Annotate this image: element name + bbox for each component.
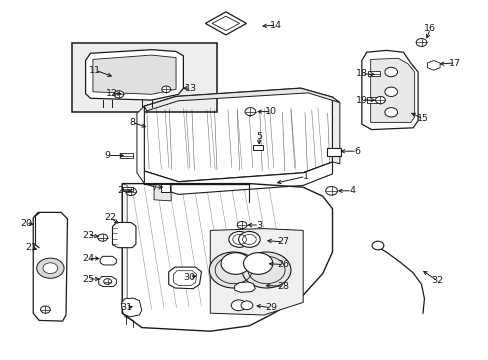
Bar <box>161 184 170 192</box>
Circle shape <box>375 96 385 104</box>
Text: 25: 25 <box>82 274 94 284</box>
Circle shape <box>242 252 290 288</box>
Text: 23: 23 <box>82 231 94 240</box>
Text: 13: 13 <box>184 84 196 93</box>
Circle shape <box>238 231 260 247</box>
Text: 8: 8 <box>129 118 135 127</box>
Polygon shape <box>85 50 183 100</box>
Text: 21: 21 <box>25 243 37 252</box>
Circle shape <box>43 263 58 274</box>
Polygon shape <box>210 229 303 315</box>
Polygon shape <box>234 282 255 292</box>
Text: 20: 20 <box>20 219 32 228</box>
Circle shape <box>243 253 272 274</box>
Polygon shape <box>332 97 339 164</box>
Text: 28: 28 <box>277 282 289 291</box>
Polygon shape <box>121 298 142 317</box>
Text: 22: 22 <box>104 213 116 222</box>
Text: 29: 29 <box>265 303 277 312</box>
Circle shape <box>103 279 111 284</box>
Text: 4: 4 <box>348 186 354 195</box>
Polygon shape <box>33 212 67 321</box>
Bar <box>123 187 133 192</box>
Bar <box>367 71 379 76</box>
Text: 16: 16 <box>424 24 435 33</box>
Text: 26: 26 <box>277 260 289 269</box>
Text: 27: 27 <box>277 238 289 247</box>
Circle shape <box>231 300 245 311</box>
Text: 11: 11 <box>89 66 101 75</box>
Text: 12: 12 <box>105 89 117 98</box>
Circle shape <box>415 39 426 46</box>
Text: 10: 10 <box>265 107 277 116</box>
Polygon shape <box>137 106 144 184</box>
Text: 2: 2 <box>117 186 122 195</box>
Circle shape <box>384 87 397 96</box>
Circle shape <box>228 231 250 247</box>
Circle shape <box>209 252 258 288</box>
Bar <box>72 43 216 112</box>
Polygon shape <box>154 184 171 201</box>
Polygon shape <box>168 267 201 289</box>
Text: 19: 19 <box>355 96 367 105</box>
Circle shape <box>221 253 250 274</box>
Circle shape <box>114 91 123 98</box>
Polygon shape <box>370 58 414 122</box>
Text: 9: 9 <box>104 151 110 160</box>
Circle shape <box>125 188 136 195</box>
Polygon shape <box>361 50 417 130</box>
Circle shape <box>41 306 50 313</box>
Text: 1: 1 <box>302 172 308 181</box>
Polygon shape <box>122 184 127 317</box>
Polygon shape <box>112 222 136 248</box>
Bar <box>366 98 377 103</box>
Text: 32: 32 <box>431 276 443 285</box>
Circle shape <box>162 86 170 93</box>
Polygon shape <box>427 60 439 70</box>
Circle shape <box>325 186 337 195</box>
Circle shape <box>244 108 255 116</box>
Polygon shape <box>144 88 339 111</box>
Text: 6: 6 <box>353 147 359 156</box>
Circle shape <box>98 234 107 241</box>
Text: 7: 7 <box>151 183 157 192</box>
Text: 17: 17 <box>448 59 460 68</box>
Circle shape <box>237 221 246 229</box>
Circle shape <box>371 241 383 250</box>
Bar <box>252 145 262 150</box>
Text: 24: 24 <box>82 254 94 263</box>
Circle shape <box>37 258 64 278</box>
Text: 5: 5 <box>256 132 262 141</box>
Text: 30: 30 <box>183 273 195 282</box>
Circle shape <box>384 108 397 117</box>
Bar <box>120 153 132 158</box>
Polygon shape <box>144 162 332 194</box>
Text: 14: 14 <box>270 21 282 30</box>
Polygon shape <box>93 55 176 94</box>
Text: 31: 31 <box>120 303 132 312</box>
Circle shape <box>241 301 252 310</box>
Polygon shape <box>99 276 116 287</box>
Circle shape <box>384 67 397 77</box>
Text: 18: 18 <box>355 69 367 78</box>
Text: 3: 3 <box>256 220 262 230</box>
Polygon shape <box>100 256 116 265</box>
Text: 15: 15 <box>416 114 428 123</box>
Bar <box>326 148 341 156</box>
